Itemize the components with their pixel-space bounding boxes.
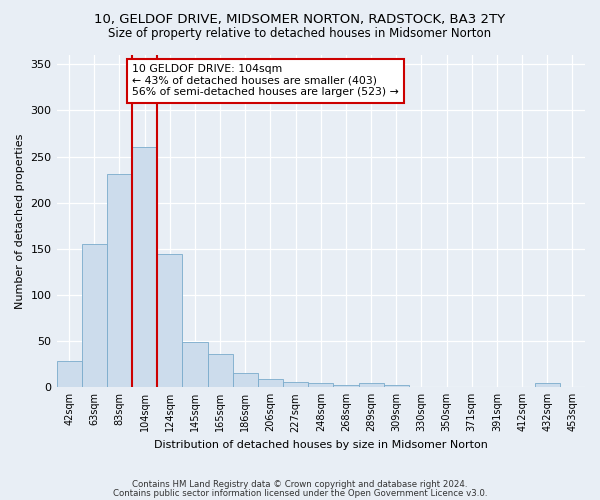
Text: 10 GELDOF DRIVE: 104sqm
← 43% of detached houses are smaller (403)
56% of semi-d: 10 GELDOF DRIVE: 104sqm ← 43% of detache… xyxy=(132,64,399,98)
X-axis label: Distribution of detached houses by size in Midsomer Norton: Distribution of detached houses by size … xyxy=(154,440,488,450)
Bar xyxy=(107,174,132,388)
Text: Size of property relative to detached houses in Midsomer Norton: Size of property relative to detached ho… xyxy=(109,28,491,40)
Bar xyxy=(359,382,383,388)
Bar xyxy=(308,382,334,388)
Bar xyxy=(233,372,258,388)
Bar xyxy=(383,384,409,388)
Bar xyxy=(334,384,359,388)
Text: Contains public sector information licensed under the Open Government Licence v3: Contains public sector information licen… xyxy=(113,488,487,498)
Bar xyxy=(283,382,308,388)
Bar xyxy=(208,354,233,388)
Bar xyxy=(132,148,157,388)
Text: Contains HM Land Registry data © Crown copyright and database right 2024.: Contains HM Land Registry data © Crown c… xyxy=(132,480,468,489)
Y-axis label: Number of detached properties: Number of detached properties xyxy=(15,134,25,309)
Bar xyxy=(157,254,182,388)
Bar xyxy=(258,379,283,388)
Bar xyxy=(182,342,208,388)
Bar xyxy=(82,244,107,388)
Bar xyxy=(56,362,82,388)
Text: 10, GELDOF DRIVE, MIDSOMER NORTON, RADSTOCK, BA3 2TY: 10, GELDOF DRIVE, MIDSOMER NORTON, RADST… xyxy=(94,12,506,26)
Bar xyxy=(535,382,560,388)
